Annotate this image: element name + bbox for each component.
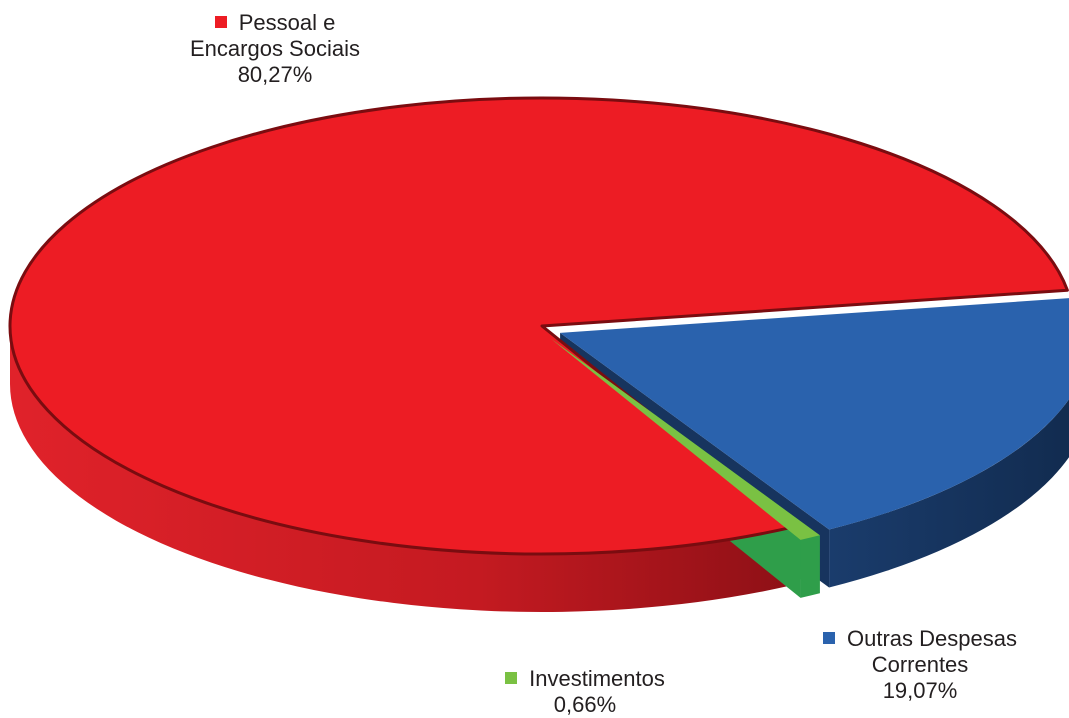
slice-label-pessoal: Pessoal e Encargos Sociais 80,27% [160,10,390,88]
pie-slice-1 [560,298,1069,530]
slice-value-pessoal: 80,27% [237,62,313,87]
legend-swatch-outras [823,632,836,644]
slice-value-investimentos: 0,66% [553,692,617,717]
slice-label-outras-despesas: Outras Despesas Correntes 19,07% [800,626,1040,704]
pie-side-0-0 [10,326,792,612]
slice-label-investimentos: Investimentos 0,66% [485,666,685,718]
pie-slice-2 [550,338,820,540]
pie-side-1-0 [829,399,1069,588]
legend-swatch-pessoal [214,16,227,28]
legend-swatch-investimentos [505,672,518,684]
slice-value-outras: 19,07% [882,678,958,703]
pie-slice-0 [8,96,1069,556]
